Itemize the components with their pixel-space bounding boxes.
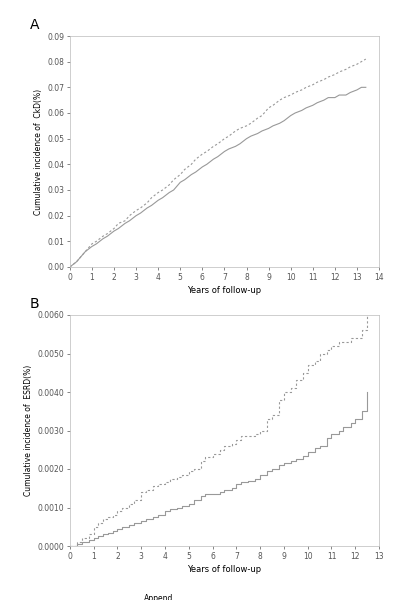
- 0: [365, 388, 369, 395]
- Text: B: B: [30, 296, 39, 311]
- 0: [178, 179, 183, 186]
- 1: [67, 542, 72, 550]
- 0: [91, 535, 96, 542]
- 1: [122, 217, 127, 224]
- Line: 0: 0: [70, 88, 366, 267]
- 1: [138, 205, 143, 212]
- Legend: 0, 1: 0, 1: [129, 313, 188, 340]
- 0: [167, 506, 172, 513]
- 0: [332, 94, 337, 101]
- 1: [178, 171, 183, 178]
- 1: [365, 311, 369, 319]
- 0: [359, 84, 364, 91]
- X-axis label: Years of follow-up: Years of follow-up: [188, 286, 261, 295]
- X-axis label: Years of follow-up: Years of follow-up: [188, 565, 261, 574]
- 0: [138, 209, 143, 217]
- Line: 0: 0: [70, 392, 367, 546]
- Y-axis label: Cumulative incidence of  ESRD(%): Cumulative incidence of ESRD(%): [24, 365, 34, 496]
- 0: [101, 235, 105, 242]
- 0: [355, 86, 359, 94]
- Legend: 0, 1: 0, 1: [129, 592, 188, 600]
- 0: [67, 263, 72, 271]
- 1: [359, 58, 364, 65]
- 1: [258, 427, 263, 434]
- 0: [203, 490, 208, 497]
- 1: [91, 523, 96, 530]
- 1: [332, 71, 337, 78]
- Line: 1: 1: [70, 59, 366, 267]
- 1: [167, 475, 172, 482]
- 1: [363, 56, 368, 63]
- 0: [67, 542, 72, 550]
- 0: [246, 477, 251, 484]
- 0: [341, 423, 346, 430]
- 0: [122, 220, 127, 227]
- 1: [246, 433, 251, 440]
- 1: [101, 233, 105, 240]
- 1: [67, 263, 72, 271]
- Y-axis label: Cumulative incidence of  CkD(%): Cumulative incidence of CkD(%): [34, 88, 43, 215]
- 0: [363, 84, 368, 91]
- Text: A: A: [30, 17, 39, 32]
- Line: 1: 1: [70, 315, 367, 546]
- 0: [258, 471, 263, 478]
- 1: [203, 454, 208, 461]
- 1: [341, 338, 346, 346]
